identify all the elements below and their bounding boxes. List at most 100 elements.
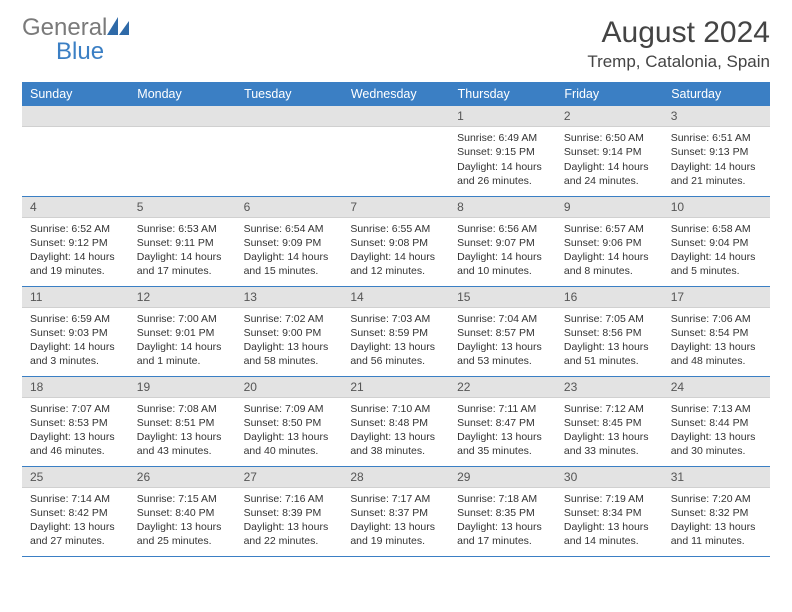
weekday-header: Thursday	[449, 82, 556, 106]
day-details: Sunrise: 7:11 AMSunset: 8:47 PMDaylight:…	[449, 398, 556, 465]
day-number: 8	[449, 197, 556, 218]
calendar-cell: 26Sunrise: 7:15 AMSunset: 8:40 PMDayligh…	[129, 466, 236, 556]
sunrise-text: Sunrise: 7:13 AM	[671, 402, 762, 416]
calendar-row: 25Sunrise: 7:14 AMSunset: 8:42 PMDayligh…	[22, 466, 770, 556]
logo-text-blue: Blue	[22, 38, 104, 65]
day-details: Sunrise: 7:07 AMSunset: 8:53 PMDaylight:…	[22, 398, 129, 465]
calendar-cell: 5 Sunrise: 6:53 AMSunset: 9:11 PMDaylight…	[129, 196, 236, 286]
calendar-cell: 24Sunrise: 7:13 AMSunset: 8:44 PMDayligh…	[663, 376, 770, 466]
daylight-text: Daylight: 13 hours and 11 minutes.	[671, 520, 762, 548]
sunrise-text: Sunrise: 7:11 AM	[457, 402, 548, 416]
sunrise-text: Sunrise: 7:04 AM	[457, 312, 548, 326]
calendar-row: 1Sunrise: 6:49 AMSunset: 9:15 PMDaylight…	[22, 106, 770, 196]
day-number: 23	[556, 377, 663, 398]
day-details: Sunrise: 6:58 AMSunset: 9:04 PMDaylight:…	[663, 218, 770, 285]
sunrise-text: Sunrise: 7:14 AM	[30, 492, 121, 506]
weekday-header: Friday	[556, 82, 663, 106]
calendar-cell: 2Sunrise: 6:50 AMSunset: 9:14 PMDaylight…	[556, 106, 663, 196]
daylight-text: Daylight: 13 hours and 35 minutes.	[457, 430, 548, 458]
day-number: 16	[556, 287, 663, 308]
day-number: 4	[22, 197, 129, 218]
sunset-text: Sunset: 9:01 PM	[137, 326, 228, 340]
sunrise-text: Sunrise: 7:20 AM	[671, 492, 762, 506]
sail-icon	[107, 17, 129, 35]
calendar-cell: 13Sunrise: 7:02 AMSunset: 9:00 PMDayligh…	[236, 286, 343, 376]
calendar-cell: 28Sunrise: 7:17 AMSunset: 8:37 PMDayligh…	[342, 466, 449, 556]
calendar-cell: 12Sunrise: 7:00 AMSunset: 9:01 PMDayligh…	[129, 286, 236, 376]
calendar-cell: 4Sunrise: 6:52 AMSunset: 9:12 PMDaylight…	[22, 196, 129, 286]
day-details: Sunrise: 7:09 AMSunset: 8:50 PMDaylight:…	[236, 398, 343, 465]
day-number: 13	[236, 287, 343, 308]
day-number: 5	[129, 197, 236, 218]
day-number-bar	[22, 106, 129, 127]
day-details: Sunrise: 7:19 AMSunset: 8:34 PMDaylight:…	[556, 488, 663, 555]
daylight-text: Daylight: 14 hours and 15 minutes.	[244, 250, 335, 278]
daylight-text: Daylight: 13 hours and 25 minutes.	[137, 520, 228, 548]
sunset-text: Sunset: 8:32 PM	[671, 506, 762, 520]
day-details: Sunrise: 6:54 AMSunset: 9:09 PMDaylight:…	[236, 218, 343, 285]
day-details: Sunrise: 7:18 AMSunset: 8:35 PMDaylight:…	[449, 488, 556, 555]
daylight-text: Daylight: 13 hours and 30 minutes.	[671, 430, 762, 458]
sunset-text: Sunset: 9:11 PM	[137, 236, 228, 250]
daylight-text: Daylight: 14 hours and 3 minutes.	[30, 340, 121, 368]
logo: General Blue	[22, 16, 129, 64]
daylight-text: Daylight: 14 hours and 17 minutes.	[137, 250, 228, 278]
weekday-header: Sunday	[22, 82, 129, 106]
daylight-text: Daylight: 13 hours and 17 minutes.	[457, 520, 548, 548]
daylight-text: Daylight: 13 hours and 38 minutes.	[350, 430, 441, 458]
day-details: Sunrise: 6:56 AMSunset: 9:07 PMDaylight:…	[449, 218, 556, 285]
day-number: 28	[342, 467, 449, 488]
day-number: 25	[22, 467, 129, 488]
sunset-text: Sunset: 8:54 PM	[671, 326, 762, 340]
daylight-text: Daylight: 14 hours and 10 minutes.	[457, 250, 548, 278]
sunset-text: Sunset: 8:45 PM	[564, 416, 655, 430]
day-number: 11	[22, 287, 129, 308]
weekday-header: Tuesday	[236, 82, 343, 106]
sunrise-text: Sunrise: 7:06 AM	[671, 312, 762, 326]
sunset-text: Sunset: 9:04 PM	[671, 236, 762, 250]
day-number: 24	[663, 377, 770, 398]
sunset-text: Sunset: 9:14 PM	[564, 145, 655, 159]
calendar-cell: 22Sunrise: 7:11 AMSunset: 8:47 PMDayligh…	[449, 376, 556, 466]
daylight-text: Daylight: 14 hours and 1 minute.	[137, 340, 228, 368]
day-number: 2	[556, 106, 663, 127]
daylight-text: Daylight: 13 hours and 58 minutes.	[244, 340, 335, 368]
sunrise-text: Sunrise: 7:15 AM	[137, 492, 228, 506]
sunrise-text: Sunrise: 6:54 AM	[244, 222, 335, 236]
daylight-text: Daylight: 14 hours and 24 minutes.	[564, 160, 655, 188]
sunrise-text: Sunrise: 7:19 AM	[564, 492, 655, 506]
calendar-cell: 15Sunrise: 7:04 AMSunset: 8:57 PMDayligh…	[449, 286, 556, 376]
day-details: Sunrise: 7:06 AMSunset: 8:54 PMDaylight:…	[663, 308, 770, 375]
sunset-text: Sunset: 8:53 PM	[30, 416, 121, 430]
calendar-cell: 10Sunrise: 6:58 AMSunset: 9:04 PMDayligh…	[663, 196, 770, 286]
day-number: 19	[129, 377, 236, 398]
day-details: Sunrise: 7:03 AMSunset: 8:59 PMDaylight:…	[342, 308, 449, 375]
sunrise-text: Sunrise: 6:57 AM	[564, 222, 655, 236]
daylight-text: Daylight: 13 hours and 51 minutes.	[564, 340, 655, 368]
calendar-table: SundayMondayTuesdayWednesdayThursdayFrid…	[22, 82, 770, 557]
sunrise-text: Sunrise: 7:03 AM	[350, 312, 441, 326]
sunrise-text: Sunrise: 6:53 AM	[137, 222, 228, 236]
day-details: Sunrise: 7:05 AMSunset: 8:56 PMDaylight:…	[556, 308, 663, 375]
calendar-cell: 27Sunrise: 7:16 AMSunset: 8:39 PMDayligh…	[236, 466, 343, 556]
day-details: Sunrise: 6:49 AMSunset: 9:15 PMDaylight:…	[449, 127, 556, 194]
sunrise-text: Sunrise: 6:59 AM	[30, 312, 121, 326]
daylight-text: Daylight: 13 hours and 48 minutes.	[671, 340, 762, 368]
day-number: 27	[236, 467, 343, 488]
sunset-text: Sunset: 8:34 PM	[564, 506, 655, 520]
day-details: Sunrise: 6:52 AMSunset: 9:12 PMDaylight:…	[22, 218, 129, 285]
calendar-cell: 7Sunrise: 6:55 AMSunset: 9:08 PMDaylight…	[342, 196, 449, 286]
calendar-cell: 17Sunrise: 7:06 AMSunset: 8:54 PMDayligh…	[663, 286, 770, 376]
sunset-text: Sunset: 8:50 PM	[244, 416, 335, 430]
daylight-text: Daylight: 13 hours and 14 minutes.	[564, 520, 655, 548]
sunset-text: Sunset: 9:13 PM	[671, 145, 762, 159]
calendar-cell: 21Sunrise: 7:10 AMSunset: 8:48 PMDayligh…	[342, 376, 449, 466]
daylight-text: Daylight: 13 hours and 27 minutes.	[30, 520, 121, 548]
sunset-text: Sunset: 9:06 PM	[564, 236, 655, 250]
day-number-bar	[129, 106, 236, 127]
sunset-text: Sunset: 9:03 PM	[30, 326, 121, 340]
day-details: Sunrise: 7:02 AMSunset: 9:00 PMDaylight:…	[236, 308, 343, 375]
sunrise-text: Sunrise: 7:16 AM	[244, 492, 335, 506]
day-details: Sunrise: 6:50 AMSunset: 9:14 PMDaylight:…	[556, 127, 663, 194]
sunset-text: Sunset: 9:08 PM	[350, 236, 441, 250]
